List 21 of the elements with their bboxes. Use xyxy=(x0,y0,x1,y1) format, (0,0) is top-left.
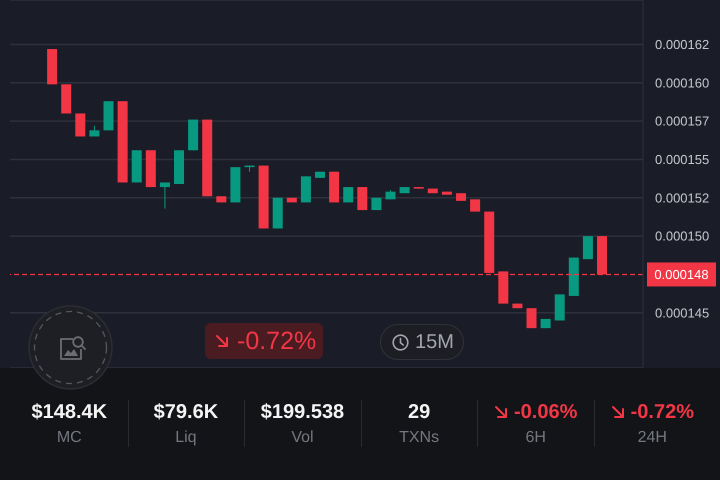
y-tick-label: 0.000152 xyxy=(655,190,710,206)
candlestick xyxy=(526,308,537,329)
candlestick xyxy=(160,182,170,210)
candlestick xyxy=(582,236,593,260)
percent-badge: -0.72% xyxy=(205,323,323,359)
stats-panel: $148.4K MC $79.6K Liq $199.538 Vol 29 TXNs -0.06% 6H -0.72% 24H xyxy=(0,368,720,480)
y-tick-label: 0.000155 xyxy=(655,152,710,168)
candlestick xyxy=(343,186,354,203)
y-tick-label: 0.000150 xyxy=(655,228,710,244)
candlestick xyxy=(89,125,100,137)
y-tick-label: 0.000162 xyxy=(655,37,710,52)
timeframe-pill: 15M xyxy=(380,324,464,360)
y-tick-label: 0.000157 xyxy=(655,114,710,129)
ref-line-label: 0.000148 xyxy=(654,266,709,282)
candlestick xyxy=(357,186,368,211)
annotation: -0.72% xyxy=(237,326,316,356)
candlestick xyxy=(386,190,396,200)
annotation: 15M xyxy=(415,330,454,354)
candlestick xyxy=(75,112,86,137)
y-tick-label: 0.000160 xyxy=(655,75,710,90)
y-tick-label: 0.000145 xyxy=(655,305,710,320)
